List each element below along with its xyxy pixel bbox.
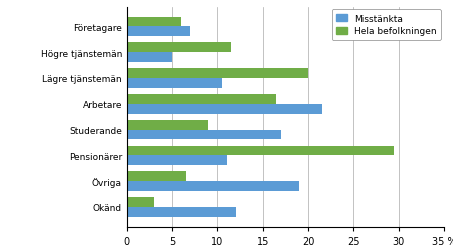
Bar [127,43,231,53]
Bar [127,207,236,217]
Bar [127,94,276,104]
Bar [127,79,222,88]
Bar [127,172,186,181]
Bar [127,69,308,79]
Bar [127,120,208,130]
Bar [127,181,299,191]
Bar [127,197,154,207]
Bar [127,130,281,140]
Bar [127,18,181,27]
Bar [127,156,226,166]
Bar [127,53,172,63]
Bar [127,27,190,37]
Bar [127,146,394,156]
Legend: Misstänkta, Hela befolkningen: Misstänkta, Hela befolkningen [332,10,441,41]
Bar [127,104,322,114]
